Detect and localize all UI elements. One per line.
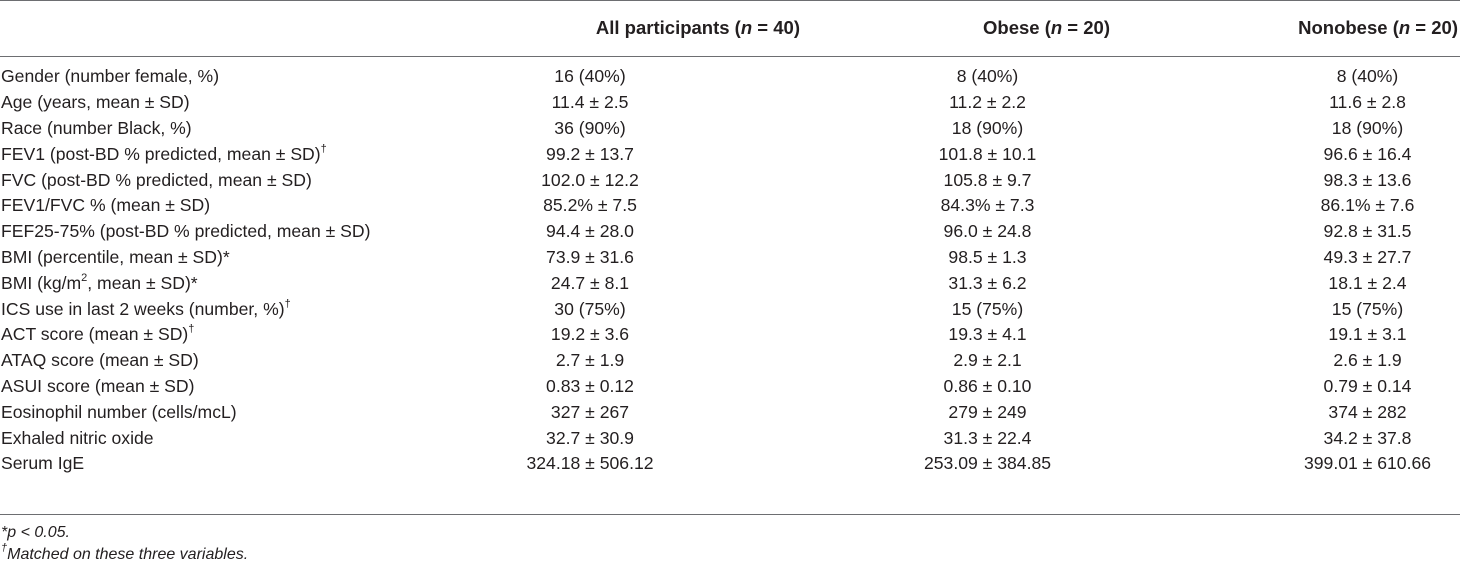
row-label: FEF25-75% (post-BD % predicted, mean ± S…	[1, 221, 371, 242]
table-row: FEV1 (post-BD % predicted, mean ± SD)† 9…	[0, 141, 1460, 167]
table-row: FEV1/FVC % (mean ± SD) 85.2% ± 7.5 84.3%…	[0, 193, 1460, 219]
footnote-significance: *p < 0.05.	[1, 524, 70, 541]
cell-all: 2.7 ± 1.9	[555, 350, 625, 371]
cell-obese: 105.8 ± 9.7	[943, 169, 1032, 190]
cell-nonobese: 34.2 ± 37.8	[1323, 427, 1412, 448]
cell-all: 24.7 ± 8.1	[550, 272, 630, 293]
cell-all: 99.2 ± 13.7	[546, 143, 634, 164]
table-row: BMI (percentile, mean ± SD)* 73.9 ± 31.6…	[0, 245, 1460, 271]
table-row: Serum IgE 324.18 ± 506.12 253.09 ± 384.8…	[0, 451, 1460, 477]
cell-nonobese: 98.3 ± 13.6	[1323, 169, 1412, 190]
cell-obese: 18 (90%)	[951, 117, 1024, 138]
cell-nonobese: 92.8 ± 31.5	[1323, 221, 1412, 242]
header-nonobese: Nonobese (n = 20)	[1298, 17, 1458, 38]
table-row: Race (number Black, %) 36 (90%) 18 (90%)…	[0, 116, 1460, 142]
cell-obese: 101.8 ± 10.1	[938, 143, 1037, 164]
header-rule	[0, 56, 1460, 57]
cell-nonobese: 18 (90%)	[1331, 117, 1404, 138]
cell-all: 36 (90%)	[554, 117, 626, 138]
cell-nonobese: 18.1 ± 2.4	[1328, 272, 1407, 293]
footnote-matched: †Matched on these three variables.	[1, 542, 249, 564]
table-row: Gender (number female, %) 16 (40%) 8 (40…	[0, 56, 1460, 90]
cell-nonobese: 399.01 ± 610.66	[1303, 453, 1432, 474]
row-label: Gender (number female, %)	[1, 66, 220, 87]
table-header: All participants (n = 40) Obese (n = 20)…	[0, 0, 1460, 56]
row-label: Race (number Black, %)	[1, 117, 192, 138]
cell-all: 11.4 ± 2.5	[551, 92, 629, 113]
cell-nonobese: 11.6 ± 2.8	[1329, 92, 1406, 113]
cell-obese: 31.3 ± 22.4	[943, 427, 1032, 448]
table-row: FVC (post-BD % predicted, mean ± SD) 102…	[0, 167, 1460, 193]
cell-obese: 19.3 ± 4.1	[948, 324, 1027, 345]
cell-obese: 0.86 ± 0.10	[943, 375, 1032, 396]
row-label: ASUI score (mean ± SD)	[1, 375, 195, 396]
row-label: ATAQ score (mean ± SD)	[1, 350, 199, 371]
cell-nonobese: 374 ± 282	[1328, 401, 1407, 422]
cell-nonobese: 96.6 ± 16.4	[1323, 143, 1412, 164]
characteristics-table: All participants (n = 40) Obese (n = 20)…	[0, 0, 1460, 477]
cell-obese: 11.2 ± 2.2	[949, 92, 1026, 113]
cell-all: 324.18 ± 506.12	[526, 453, 654, 474]
cell-all: 16 (40%)	[554, 66, 626, 87]
bottom-rule	[0, 514, 1460, 515]
table-row: Age (years, mean ± SD) 11.4 ± 2.5 11.2 ±…	[0, 90, 1460, 116]
row-label: ICS use in last 2 weeks (number, %)†	[1, 297, 291, 319]
cell-obese: 84.3% ± 7.3	[940, 195, 1035, 216]
table-row: ASUI score (mean ± SD) 0.83 ± 0.12 0.86 …	[0, 374, 1460, 400]
row-label: Eosinophil number (cells/mcL)	[1, 401, 237, 422]
cell-obese: 15 (75%)	[951, 298, 1024, 319]
row-label: FVC (post-BD % predicted, mean ± SD)	[1, 169, 312, 190]
row-label: BMI (kg/m2, mean ± SD)*	[1, 271, 198, 293]
table-row: Eosinophil number (cells/mcL) 327 ± 267 …	[0, 399, 1460, 425]
cell-obese: 98.5 ± 1.3	[948, 246, 1027, 267]
table-row: BMI (kg/m2, mean ± SD)* 24.7 ± 8.1 31.3 …	[0, 270, 1460, 296]
cell-obese: 96.0 ± 24.8	[943, 221, 1032, 242]
cell-obese: 8 (40%)	[956, 66, 1019, 87]
cell-obese: 279 ± 249	[948, 401, 1027, 422]
table-body: Gender (number female, %) 16 (40%) 8 (40…	[0, 56, 1460, 477]
cell-all: 94.4 ± 28.0	[546, 221, 634, 242]
cell-all: 0.83 ± 0.12	[546, 375, 634, 396]
header-empty	[0, 0, 440, 56]
cell-all: 85.2% ± 7.5	[543, 195, 637, 216]
cell-all: 30 (75%)	[554, 298, 626, 319]
cell-nonobese: 86.1% ± 7.6	[1320, 195, 1415, 216]
table-row: ACT score (mean ± SD)† 19.2 ± 3.6 19.3 ±…	[0, 322, 1460, 348]
cell-all: 102.0 ± 12.2	[541, 169, 639, 190]
cell-nonobese: 2.6 ± 1.9	[1333, 350, 1402, 371]
top-rule	[0, 0, 1460, 1]
cell-obese: 31.3 ± 6.2	[948, 272, 1027, 293]
cell-all: 32.7 ± 30.9	[546, 427, 634, 448]
table-row: ATAQ score (mean ± SD) 2.7 ± 1.9 2.9 ± 2…	[0, 348, 1460, 374]
row-label: Age (years, mean ± SD)	[1, 92, 190, 113]
cell-obese: 253.09 ± 384.85	[923, 453, 1052, 474]
row-label: Exhaled nitric oxide	[1, 427, 154, 448]
cell-obese: 2.9 ± 2.1	[953, 350, 1022, 371]
table-row: ICS use in last 2 weeks (number, %)† 30 …	[0, 296, 1460, 322]
cell-all: 327 ± 267	[550, 401, 630, 422]
table-row: FEF25-75% (post-BD % predicted, mean ± S…	[0, 219, 1460, 245]
row-label: Serum IgE	[1, 453, 85, 474]
row-label: FEV1 (post-BD % predicted, mean ± SD)†	[1, 142, 327, 164]
cell-nonobese: 0.79 ± 0.14	[1323, 375, 1412, 396]
row-label: FEV1/FVC % (mean ± SD)	[1, 195, 211, 216]
cell-nonobese: 8 (40%)	[1336, 66, 1399, 87]
header-all-participants: All participants (n = 40)	[595, 17, 800, 38]
row-label: ACT score (mean ± SD)†	[1, 323, 195, 345]
cell-nonobese: 49.3 ± 27.7	[1323, 246, 1412, 267]
header-obese: Obese (n = 20)	[983, 17, 1110, 38]
cell-all: 19.2 ± 3.6	[550, 324, 630, 345]
footnote-dagger: †	[1, 542, 8, 554]
table-row: Exhaled nitric oxide 32.7 ± 30.9 31.3 ± …	[0, 425, 1460, 451]
cell-nonobese: 19.1 ± 3.1	[1328, 324, 1407, 345]
cell-all: 73.9 ± 31.6	[546, 246, 634, 267]
row-label: BMI (percentile, mean ± SD)*	[1, 246, 230, 267]
cell-nonobese: 15 (75%)	[1331, 298, 1404, 319]
